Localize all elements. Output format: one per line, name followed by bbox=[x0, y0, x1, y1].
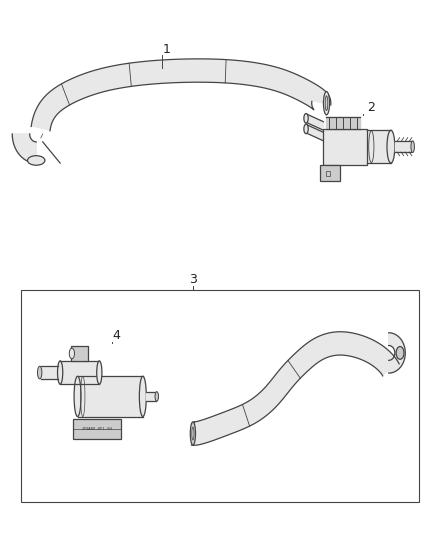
Ellipse shape bbox=[28, 156, 45, 165]
FancyBboxPatch shape bbox=[323, 128, 367, 165]
Ellipse shape bbox=[387, 130, 395, 163]
Ellipse shape bbox=[155, 392, 159, 401]
Ellipse shape bbox=[38, 366, 42, 379]
Polygon shape bbox=[31, 59, 331, 131]
Ellipse shape bbox=[323, 92, 329, 115]
Ellipse shape bbox=[57, 361, 63, 384]
Polygon shape bbox=[306, 114, 323, 130]
Polygon shape bbox=[367, 130, 391, 163]
FancyBboxPatch shape bbox=[321, 165, 339, 181]
Ellipse shape bbox=[192, 427, 194, 440]
Text: 3: 3 bbox=[189, 273, 197, 286]
Ellipse shape bbox=[69, 348, 74, 359]
Text: 2: 2 bbox=[367, 101, 375, 114]
Text: 1P4AB9-0F1-SH: 1P4AB9-0F1-SH bbox=[82, 427, 113, 431]
Polygon shape bbox=[191, 332, 399, 445]
Polygon shape bbox=[41, 366, 58, 379]
Polygon shape bbox=[78, 376, 143, 417]
Ellipse shape bbox=[97, 361, 102, 384]
Bar bbox=[325, 171, 330, 176]
Ellipse shape bbox=[74, 376, 81, 417]
FancyBboxPatch shape bbox=[73, 419, 121, 439]
Ellipse shape bbox=[411, 141, 414, 152]
Ellipse shape bbox=[396, 346, 404, 359]
Text: 4: 4 bbox=[113, 329, 120, 342]
Polygon shape bbox=[146, 392, 156, 401]
Polygon shape bbox=[395, 141, 411, 152]
Ellipse shape bbox=[190, 422, 195, 445]
Polygon shape bbox=[306, 124, 323, 141]
Polygon shape bbox=[389, 333, 405, 373]
Ellipse shape bbox=[304, 114, 308, 123]
Ellipse shape bbox=[325, 96, 328, 111]
Polygon shape bbox=[60, 361, 99, 384]
FancyBboxPatch shape bbox=[71, 346, 88, 361]
Ellipse shape bbox=[304, 124, 308, 134]
Polygon shape bbox=[12, 134, 36, 163]
Bar bbox=[21, 290, 419, 503]
Text: 1: 1 bbox=[163, 43, 171, 55]
Ellipse shape bbox=[139, 376, 146, 417]
